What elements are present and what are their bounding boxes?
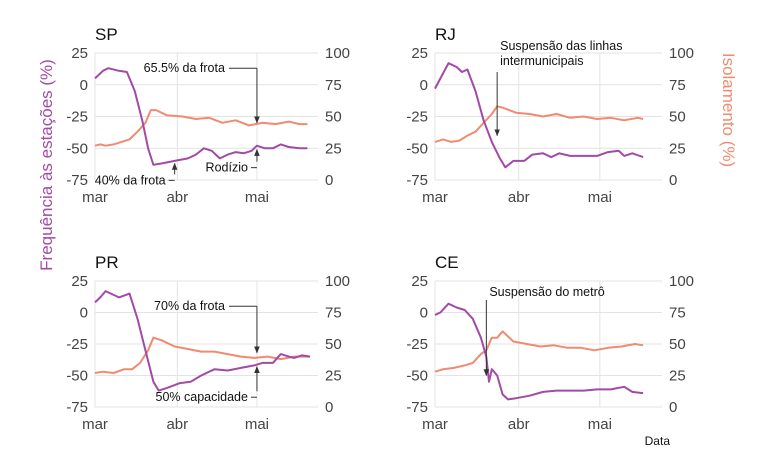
annotation-text: Suspensão do metrô — [489, 285, 604, 299]
y-tick-right: 75 — [669, 77, 686, 94]
panel-title: RJ — [435, 25, 456, 44]
panel-sp: -75 -50 -25 0 25 0 25 50 75 100 mar abr mai SP 65.5% d… — [66, 25, 350, 206]
y-tick-right: 50 — [669, 336, 686, 353]
y-tick-left: -25 — [66, 336, 88, 353]
annotation: 65.5% da frota — [144, 61, 260, 124]
annotation-text: Rodízio — [206, 161, 248, 175]
y-tick-right: 0 — [669, 172, 677, 189]
y-tick-left: 25 — [71, 273, 88, 290]
y-tick-right: 100 — [669, 45, 694, 62]
y-tick-right: 0 — [325, 399, 333, 416]
y-tick-left: 25 — [71, 45, 88, 62]
y-tick-left: -25 — [406, 336, 428, 353]
x-tick: abr — [508, 189, 530, 206]
x-tick: mar — [82, 189, 108, 206]
y-tick-left: -50 — [406, 368, 428, 385]
x-axis-label: Data — [645, 434, 671, 448]
y-tick-right: 25 — [669, 140, 686, 157]
x-tick: abr — [166, 416, 188, 433]
y-tick-left: 0 — [420, 305, 428, 322]
annotation: Rodízio — [206, 148, 260, 175]
panel-title: CE — [435, 253, 459, 272]
y-tick-right: 100 — [669, 273, 694, 290]
y-tick-left: -25 — [406, 109, 428, 126]
annotation: 70% da frota — [154, 299, 260, 354]
y-tick-right: 25 — [325, 368, 342, 385]
y-tick-left: 0 — [420, 77, 428, 94]
x-tick: mar — [82, 416, 108, 433]
y-tick-right: 50 — [325, 109, 342, 126]
y-tick-right: 75 — [325, 305, 342, 322]
panel-rj: -75 -50 -25 0 25 0 25 50 75 100 mar abr mai RJ Suspens… — [406, 25, 694, 206]
series-line-isolation — [94, 109, 308, 147]
y-tick-right: 0 — [669, 399, 677, 416]
panel-ce: -75 -50 -25 0 25 0 25 50 75 100 mar abr mai CE Suspens… — [406, 253, 694, 433]
series-line-isolation — [94, 336, 310, 374]
y-tick-right: 50 — [669, 109, 686, 126]
y-tick-left: -75 — [66, 172, 88, 189]
panels-layer: -75 -50 -25 0 25 0 25 50 75 100 mar abr mai SP 65.5% d… — [66, 25, 694, 433]
annotation-text: 70% da frota — [154, 299, 225, 313]
y-tick-left: -25 — [66, 109, 88, 126]
y-tick-right: 100 — [325, 273, 350, 290]
y-tick-left: -75 — [66, 399, 88, 416]
x-tick: mai — [245, 416, 269, 433]
annotation-text: intermunicipais — [500, 54, 583, 68]
y-tick-left: -50 — [66, 368, 88, 385]
annotation-text: 40% da frota — [95, 173, 166, 187]
x-tick: mar — [422, 416, 448, 433]
y-tick-right: 100 — [325, 45, 350, 62]
x-tick: mai — [588, 189, 612, 206]
y-tick-left: -75 — [406, 399, 428, 416]
series-line-frequency — [434, 302, 644, 401]
y-tick-left: -75 — [406, 172, 428, 189]
series-line-frequency — [94, 290, 311, 392]
y-tick-right: 25 — [669, 368, 686, 385]
y-tick-left: 0 — [80, 305, 88, 322]
x-tick: mar — [422, 189, 448, 206]
panel-pr: -75 -50 -25 0 25 0 25 50 75 100 mar abr mai PR 70% da … — [66, 253, 350, 433]
series-line-frequency — [94, 67, 308, 166]
annotation: 40% da frota — [95, 162, 178, 187]
annotation-text: Suspensão das linhas — [500, 39, 622, 53]
y-tick-left: 25 — [411, 273, 428, 290]
y-tick-left: -50 — [66, 140, 88, 157]
x-tick: mai — [245, 189, 269, 206]
y-tick-right: 50 — [325, 336, 342, 353]
y-axis-label-right: Isolamento (%) — [719, 53, 738, 167]
y-tick-left: 0 — [80, 77, 88, 94]
annotation-text: 65.5% da frota — [144, 61, 225, 75]
y-axis-label-left: Frequência às estações (%) — [37, 59, 56, 271]
y-tick-right: 25 — [325, 140, 342, 157]
panel-title: SP — [95, 25, 118, 44]
x-tick: abr — [508, 416, 530, 433]
panel-title: PR — [95, 253, 119, 272]
x-tick: abr — [166, 189, 188, 206]
y-tick-right: 0 — [325, 172, 333, 189]
annotation: Suspensão do metrô — [483, 285, 605, 377]
x-tick: mai — [588, 416, 612, 433]
annotation-text: 50% capacidade — [156, 390, 248, 404]
y-tick-right: 75 — [669, 305, 686, 322]
annotation: 50% capacidade — [156, 365, 260, 404]
y-tick-right: 75 — [325, 77, 342, 94]
y-tick-left: 25 — [411, 45, 428, 62]
series-line-frequency — [434, 62, 644, 169]
series-line-isolation — [434, 330, 644, 373]
series-line-isolation — [434, 105, 644, 143]
y-tick-left: -50 — [406, 140, 428, 157]
